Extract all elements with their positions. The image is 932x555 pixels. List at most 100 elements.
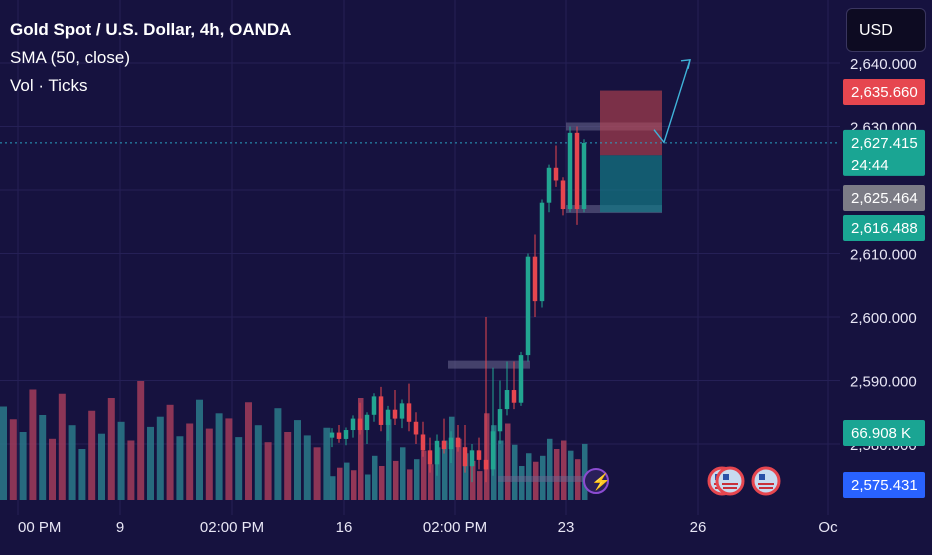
- x-axis-tick-label: 9: [116, 519, 124, 536]
- volume-bar: [547, 438, 553, 500]
- volume-bar: [68, 425, 76, 500]
- y-axis-tick-label: 2,600.000: [850, 310, 917, 327]
- countdown-label: 24:44: [851, 157, 889, 174]
- candle-body: [490, 431, 496, 470]
- price-tag: [843, 472, 925, 498]
- y-axis: 2,640.0002,630.0002,620.0002,610.0002,60…: [850, 56, 917, 454]
- volume-bar: [470, 460, 476, 500]
- currency-button[interactable]: USD: [846, 8, 926, 52]
- us-flag-icon: [715, 466, 745, 496]
- volume-bar: [78, 449, 86, 500]
- candle-body: [371, 396, 377, 415]
- volume-bar: [477, 471, 483, 500]
- volume-indicator-label[interactable]: Vol · Ticks: [10, 76, 88, 95]
- volume-bar: [463, 453, 469, 500]
- candle-body: [525, 256, 531, 356]
- volume-bar: [245, 402, 252, 500]
- volume-bar: [379, 466, 385, 500]
- volume-bar: [117, 421, 125, 500]
- volume-bar: [400, 447, 406, 500]
- volume-bar: [568, 450, 574, 500]
- volume-bar: [0, 406, 7, 500]
- candle-body: [441, 440, 447, 450]
- volume-bar: [456, 438, 462, 500]
- x-axis: 00 PM 9 02:00 PM 16 02:00 PM 23 26 Oc: [18, 519, 838, 536]
- volume-bar: [344, 462, 350, 500]
- volume-bar: [254, 425, 262, 500]
- candle-body: [364, 414, 370, 431]
- volume-bar: [19, 432, 27, 500]
- candle-body: [427, 450, 433, 465]
- sma-indicator-label[interactable]: SMA (50, close): [10, 48, 130, 67]
- candle-body: [336, 432, 342, 439]
- x-axis-tick-label: 26: [690, 519, 707, 536]
- lightning-icon: [583, 468, 609, 494]
- candle-body: [329, 432, 335, 438]
- candle-body: [469, 450, 475, 467]
- candle-body: [553, 167, 559, 181]
- price-tag-label: 2,616.488: [851, 220, 918, 237]
- x-axis-tick-label: 02:00 PM: [200, 519, 264, 536]
- volume-bar: [365, 474, 371, 500]
- volume-bar: [358, 398, 364, 500]
- price-tag: [843, 129, 925, 176]
- volume-bar: [264, 442, 272, 500]
- volume-bar: [393, 460, 399, 500]
- volume-bar: [407, 469, 413, 500]
- candle-body: [462, 447, 468, 467]
- projection-path: [653, 59, 691, 144]
- us-flag-canton: [759, 474, 765, 480]
- volume-bar: [294, 420, 301, 500]
- volume-bar: [582, 443, 588, 500]
- volume-bar: [225, 418, 233, 500]
- projection-arrowhead: [680, 59, 691, 69]
- x-axis-tick-label: 02:00 PM: [423, 519, 487, 536]
- volume-bar: [98, 433, 105, 500]
- candle-body: [343, 430, 349, 439]
- volume-bar: [442, 440, 448, 500]
- volume-bar: [512, 444, 518, 500]
- volume-bar: [58, 393, 66, 500]
- y-axis-tick-label: 2,590.000: [850, 374, 917, 391]
- volume-bar: [554, 449, 560, 500]
- candle-body: [392, 409, 398, 419]
- candle-body: [476, 450, 482, 460]
- volume-bar: [156, 416, 164, 500]
- price-tag: [843, 420, 925, 446]
- candle-body: [448, 437, 454, 450]
- volume-bar: [235, 437, 243, 500]
- stop-loss-zone: [600, 90, 662, 156]
- x-axis-tick-label: Oc: [818, 519, 838, 536]
- price-tag-label: 2,635.660: [851, 84, 918, 101]
- y-axis-tick-label: 2,640.000: [850, 56, 917, 73]
- candle-body: [385, 409, 391, 425]
- volume-bar: [215, 413, 223, 500]
- volume-bar: [29, 389, 37, 500]
- volume-bar: [186, 423, 194, 500]
- volume-bar: [137, 381, 145, 500]
- volume-bar: [435, 447, 441, 500]
- volume-bar: [303, 435, 311, 500]
- volume-bar: [39, 415, 47, 500]
- y-axis-tick-label: 2,610.000: [850, 247, 917, 264]
- candle-body: [483, 459, 489, 470]
- horizontal-zone: [498, 475, 588, 482]
- price-tag-label: 66.908 K: [851, 425, 911, 442]
- volume-bars: [0, 381, 588, 500]
- volume-bar: [505, 423, 511, 500]
- candle-body: [546, 167, 552, 203]
- volume-bar: [519, 466, 525, 500]
- candle-body: [567, 132, 573, 210]
- horizontal-zone: [448, 360, 530, 369]
- volume-bar: [166, 404, 174, 500]
- symbol-title[interactable]: Gold Spot / U.S. Dollar, 4h, OANDA: [10, 20, 292, 39]
- x-axis-tick-label: 16: [336, 519, 353, 536]
- price-tag-label: 2,627.415: [851, 135, 918, 152]
- chart-legend: Gold Spot / U.S. Dollar, 4h, OANDA SMA (…: [10, 16, 291, 100]
- volume-bar: [205, 428, 213, 500]
- volume-bar: [561, 440, 567, 500]
- grid-lines: [0, 0, 840, 515]
- volume-bar: [498, 440, 504, 500]
